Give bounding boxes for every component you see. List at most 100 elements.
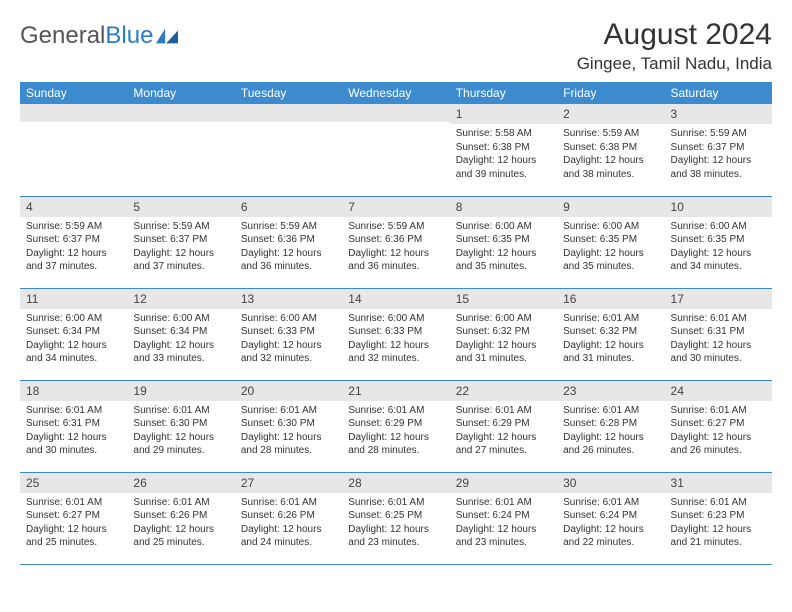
sunrise-text: Sunrise: 6:01 AM [671,496,766,510]
day-details [235,122,342,129]
day-number: 8 [450,197,557,217]
day-details: Sunrise: 6:00 AMSunset: 6:35 PMDaylight:… [450,217,557,278]
day-number: 5 [127,197,234,217]
daylight-text: Daylight: 12 hours and 33 minutes. [133,339,228,366]
day-number: 1 [450,104,557,124]
sunset-text: Sunset: 6:38 PM [456,141,551,155]
day-number: 22 [450,381,557,401]
calendar-day-cell: 25Sunrise: 6:01 AMSunset: 6:27 PMDayligh… [20,472,127,564]
sunrise-text: Sunrise: 6:01 AM [563,312,658,326]
day-details: Sunrise: 5:58 AMSunset: 6:38 PMDaylight:… [450,124,557,185]
calendar-body: 1Sunrise: 5:58 AMSunset: 6:38 PMDaylight… [20,104,772,564]
day-number: 17 [665,289,772,309]
day-details: Sunrise: 6:01 AMSunset: 6:24 PMDaylight:… [450,493,557,554]
calendar-day-cell: 15Sunrise: 6:00 AMSunset: 6:32 PMDayligh… [450,288,557,380]
day-number: 25 [20,473,127,493]
sunrise-text: Sunrise: 6:01 AM [563,404,658,418]
weekday-header-row: Sunday Monday Tuesday Wednesday Thursday… [20,82,772,104]
day-details: Sunrise: 6:01 AMSunset: 6:27 PMDaylight:… [665,401,772,462]
weekday-header: Friday [557,82,664,104]
day-details: Sunrise: 6:01 AMSunset: 6:25 PMDaylight:… [342,493,449,554]
day-number: 11 [20,289,127,309]
day-details: Sunrise: 6:01 AMSunset: 6:24 PMDaylight:… [557,493,664,554]
daylight-text: Daylight: 12 hours and 30 minutes. [671,339,766,366]
daylight-text: Daylight: 12 hours and 39 minutes. [456,154,551,181]
day-number: 29 [450,473,557,493]
calendar-week-row: 25Sunrise: 6:01 AMSunset: 6:27 PMDayligh… [20,472,772,564]
daylight-text: Daylight: 12 hours and 21 minutes. [671,523,766,550]
day-number: 9 [557,197,664,217]
calendar-day-cell: 17Sunrise: 6:01 AMSunset: 6:31 PMDayligh… [665,288,772,380]
sunset-text: Sunset: 6:36 PM [241,233,336,247]
day-number: 30 [557,473,664,493]
calendar-day-cell: 20Sunrise: 6:01 AMSunset: 6:30 PMDayligh… [235,380,342,472]
day-details: Sunrise: 6:01 AMSunset: 6:29 PMDaylight:… [450,401,557,462]
day-number: 20 [235,381,342,401]
sunset-text: Sunset: 6:32 PM [456,325,551,339]
day-number [127,104,234,122]
day-details: Sunrise: 6:01 AMSunset: 6:27 PMDaylight:… [20,493,127,554]
daylight-text: Daylight: 12 hours and 29 minutes. [133,431,228,458]
calendar-day-cell: 16Sunrise: 6:01 AMSunset: 6:32 PMDayligh… [557,288,664,380]
day-number: 24 [665,381,772,401]
sunset-text: Sunset: 6:26 PM [241,509,336,523]
day-number: 6 [235,197,342,217]
day-details: Sunrise: 6:00 AMSunset: 6:33 PMDaylight:… [235,309,342,370]
sunrise-text: Sunrise: 5:59 AM [241,220,336,234]
day-details [20,122,127,129]
location-label: Gingee, Tamil Nadu, India [577,54,772,74]
daylight-text: Daylight: 12 hours and 25 minutes. [26,523,121,550]
sunrise-text: Sunrise: 5:58 AM [456,127,551,141]
daylight-text: Daylight: 12 hours and 26 minutes. [563,431,658,458]
calendar-day-cell: 7Sunrise: 5:59 AMSunset: 6:36 PMDaylight… [342,196,449,288]
calendar-day-cell: 24Sunrise: 6:01 AMSunset: 6:27 PMDayligh… [665,380,772,472]
daylight-text: Daylight: 12 hours and 34 minutes. [26,339,121,366]
daylight-text: Daylight: 12 hours and 23 minutes. [348,523,443,550]
day-details: Sunrise: 6:01 AMSunset: 6:23 PMDaylight:… [665,493,772,554]
day-details [127,122,234,129]
sunset-text: Sunset: 6:31 PM [26,417,121,431]
sunset-text: Sunset: 6:25 PM [348,509,443,523]
calendar-day-cell: 14Sunrise: 6:00 AMSunset: 6:33 PMDayligh… [342,288,449,380]
sunset-text: Sunset: 6:38 PM [563,141,658,155]
sunrise-text: Sunrise: 6:00 AM [456,312,551,326]
sunrise-text: Sunrise: 6:01 AM [456,496,551,510]
sunset-text: Sunset: 6:31 PM [671,325,766,339]
daylight-text: Daylight: 12 hours and 32 minutes. [348,339,443,366]
sunrise-text: Sunrise: 6:01 AM [26,496,121,510]
sunrise-text: Sunrise: 6:01 AM [26,404,121,418]
daylight-text: Daylight: 12 hours and 36 minutes. [348,247,443,274]
brand-part2: Blue [105,22,153,50]
sunrise-text: Sunrise: 6:00 AM [671,220,766,234]
day-number [235,104,342,122]
sunset-text: Sunset: 6:32 PM [563,325,658,339]
day-details: Sunrise: 6:00 AMSunset: 6:35 PMDaylight:… [665,217,772,278]
daylight-text: Daylight: 12 hours and 26 minutes. [671,431,766,458]
day-details: Sunrise: 6:01 AMSunset: 6:31 PMDaylight:… [20,401,127,462]
daylight-text: Daylight: 12 hours and 22 minutes. [563,523,658,550]
day-number: 13 [235,289,342,309]
calendar-page: GeneralBlue August 2024 Gingee, Tamil Na… [0,0,792,565]
day-details: Sunrise: 5:59 AMSunset: 6:36 PMDaylight:… [235,217,342,278]
sunrise-text: Sunrise: 5:59 AM [133,220,228,234]
calendar-day-cell: 9Sunrise: 6:00 AMSunset: 6:35 PMDaylight… [557,196,664,288]
sunset-text: Sunset: 6:35 PM [456,233,551,247]
day-details [342,122,449,129]
day-details: Sunrise: 6:01 AMSunset: 6:28 PMDaylight:… [557,401,664,462]
day-details: Sunrise: 5:59 AMSunset: 6:37 PMDaylight:… [20,217,127,278]
sunset-text: Sunset: 6:35 PM [671,233,766,247]
sunrise-text: Sunrise: 6:01 AM [348,496,443,510]
day-number: 19 [127,381,234,401]
title-block: August 2024 Gingee, Tamil Nadu, India [577,18,772,74]
calendar-week-row: 4Sunrise: 5:59 AMSunset: 6:37 PMDaylight… [20,196,772,288]
day-details: Sunrise: 6:01 AMSunset: 6:26 PMDaylight:… [235,493,342,554]
sunset-text: Sunset: 6:24 PM [563,509,658,523]
daylight-text: Daylight: 12 hours and 37 minutes. [26,247,121,274]
sunrise-text: Sunrise: 6:00 AM [26,312,121,326]
brand-part1: General [20,22,105,50]
day-number: 27 [235,473,342,493]
calendar-day-cell: 23Sunrise: 6:01 AMSunset: 6:28 PMDayligh… [557,380,664,472]
calendar-week-row: 18Sunrise: 6:01 AMSunset: 6:31 PMDayligh… [20,380,772,472]
day-details: Sunrise: 6:00 AMSunset: 6:33 PMDaylight:… [342,309,449,370]
sunset-text: Sunset: 6:23 PM [671,509,766,523]
